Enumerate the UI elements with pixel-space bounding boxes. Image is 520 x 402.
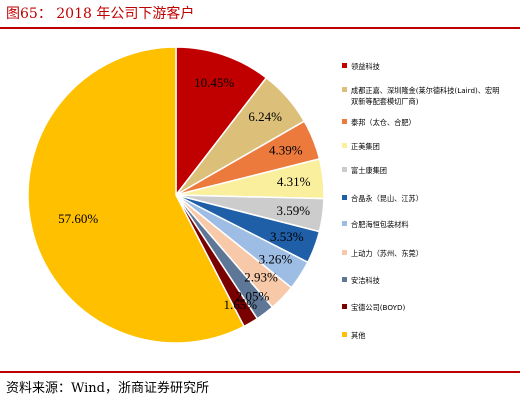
legend-swatch — [342, 304, 347, 309]
legend-swatch — [342, 87, 347, 92]
slice-label: 2.05% — [236, 289, 270, 304]
slice-label: 10.45% — [194, 75, 234, 90]
legend-label: 富士康集团 — [351, 166, 387, 175]
legend-label: 双新等配套模切厂商) — [351, 97, 419, 106]
slice-label: 4.31% — [277, 174, 311, 189]
title-rule — [0, 27, 520, 29]
legend-label: 宝德公司(BOYD) — [351, 303, 406, 312]
legend-label: 泰邦（太仓、合肥） — [351, 118, 416, 127]
pie-labels: 10.45% 6.24% 4.39% 4.31% 3.59% 3.53% 3.26% 2.93… — [58, 75, 311, 312]
slice-label: 2.93% — [244, 269, 278, 284]
legend-label: 成都正嘉、深圳隆金(莱尔德科技(Laird)、宏明 — [351, 86, 499, 95]
slice-label: 57.60% — [58, 211, 98, 226]
legend-label: 其他 — [351, 331, 365, 340]
legend-label: 合肥海恒包装材料 — [351, 220, 409, 229]
pie-slices — [27, 46, 325, 344]
slice-label: 1.65% — [224, 297, 258, 312]
legend-swatch — [342, 143, 347, 148]
legend-swatch — [342, 119, 347, 124]
legend-label: 领益科技 — [351, 62, 380, 71]
legend-swatch — [342, 167, 347, 172]
legend-swatch — [342, 63, 347, 68]
slice-label: 3.53% — [270, 229, 304, 244]
legend-label: 安洁科技 — [351, 276, 380, 285]
source-note: 资料来源：Wind，浙商证券研究所 — [6, 381, 209, 396]
slice-11 — [27, 46, 246, 344]
legend-swatch — [342, 332, 347, 337]
legend-swatch — [342, 195, 347, 200]
slice-label: 6.24% — [248, 109, 282, 124]
pie-chart: 10.45% 6.24% 4.39% 4.31% 3.59% 3.53% 3.26% 2.93… — [27, 46, 499, 344]
legend-swatch — [342, 221, 347, 226]
slice-1 — [175, 46, 268, 198]
legend-label: 合晶永（昆山、江苏） — [351, 194, 423, 203]
legend-swatch — [342, 250, 347, 255]
slice-label: 3.59% — [277, 203, 311, 218]
slice-label: 4.39% — [269, 143, 303, 158]
figure-title: 图65： 2018 年公司下游客户 — [6, 6, 195, 22]
legend-label: 上动力（苏州、东莞） — [351, 249, 423, 258]
legend-label: 正美集团 — [351, 142, 380, 151]
source-rule — [0, 371, 520, 373]
legend-swatch — [342, 277, 347, 282]
slice-label: 3.26% — [259, 251, 293, 266]
